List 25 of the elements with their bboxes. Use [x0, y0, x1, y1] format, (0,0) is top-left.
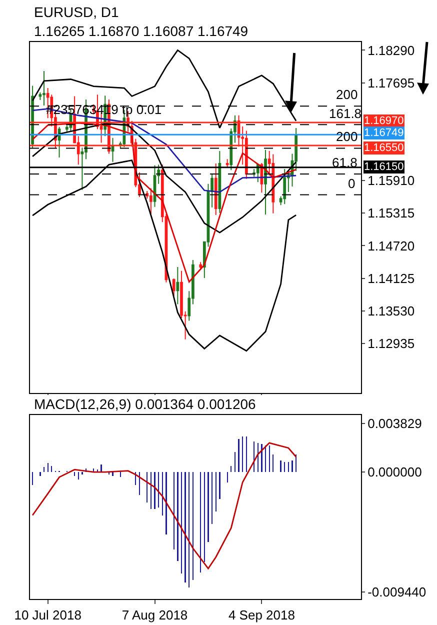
annotation: 0 [348, 176, 356, 191]
annotation: 161.8 [329, 106, 362, 121]
y-tick-label: 1.17695 [368, 75, 415, 90]
annotation: 61.8 [332, 155, 358, 170]
ref-line-label: 1.16749 [364, 127, 404, 139]
annotation: 200 [336, 87, 358, 102]
y-tick-label: 1.15315 [368, 206, 415, 221]
y-tick-label: -0.009440 [368, 584, 426, 600]
y-tick-label: 1.14125 [368, 270, 415, 286]
x-tick-label: 4 Sep 2018 [228, 608, 295, 623]
ref-line-label: 1.16550 [364, 142, 404, 154]
y-tick-label: 0.003829 [368, 416, 422, 432]
y-tick-label: 1.14720 [368, 238, 415, 254]
x-tick-label: 7 Aug 2018 [122, 608, 188, 623]
y-tick-label: 0.000000 [368, 464, 422, 480]
ref-line-label: 1.16150 [364, 161, 404, 173]
y-tick-label: 1.18290 [368, 42, 415, 58]
y-tick-label: 1.15910 [368, 173, 415, 188]
y-tick-label: 1.13530 [368, 303, 415, 318]
x-tick-label: 10 Jul 2018 [14, 608, 82, 623]
y-tick-label: 1.12935 [368, 336, 415, 351]
chart-subtitle: 1.16265 1.16870 1.16087 1.16749 [34, 23, 248, 39]
ref-line-label: 1.16970 [364, 115, 404, 127]
chart-title: EURUSD, D1 [34, 4, 120, 20]
chart-title: MACD(12,26,9) 0.001364 0.001206 [34, 396, 256, 412]
